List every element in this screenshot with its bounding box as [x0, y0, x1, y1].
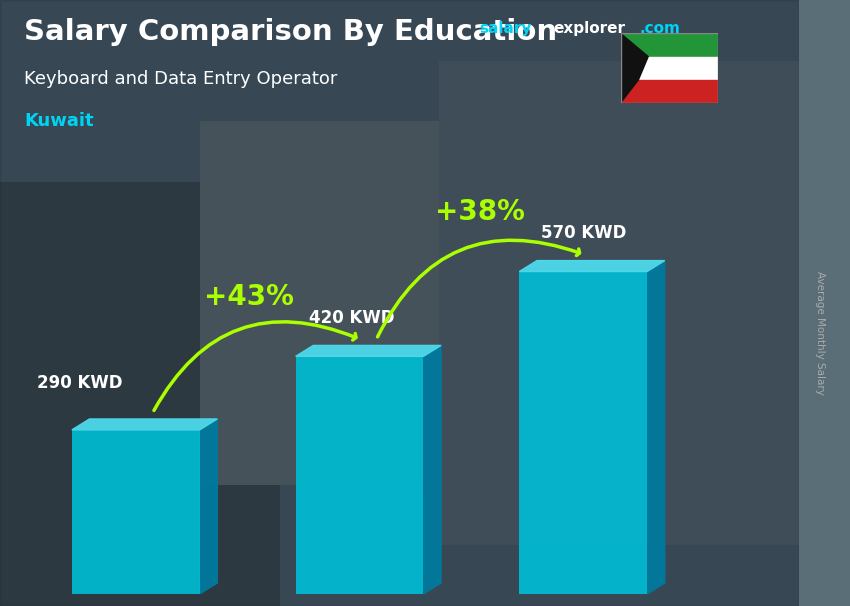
Bar: [296, 356, 423, 594]
Bar: [620, 56, 718, 80]
Text: 420 KWD: 420 KWD: [309, 309, 394, 327]
Polygon shape: [647, 261, 665, 594]
Text: salary: salary: [479, 21, 532, 36]
Bar: [620, 80, 718, 103]
Bar: [72, 430, 200, 594]
Text: +38%: +38%: [435, 198, 525, 226]
Text: explorer: explorer: [552, 21, 625, 36]
Polygon shape: [200, 419, 218, 594]
Polygon shape: [296, 345, 441, 356]
Polygon shape: [423, 345, 441, 594]
Polygon shape: [519, 261, 665, 271]
Polygon shape: [72, 419, 218, 430]
Text: Salary Comparison By Education: Salary Comparison By Education: [24, 18, 557, 46]
Text: Kuwait: Kuwait: [24, 112, 94, 130]
Text: 570 KWD: 570 KWD: [541, 224, 626, 242]
Text: Keyboard and Data Entry Operator: Keyboard and Data Entry Operator: [24, 70, 337, 88]
Text: 290 KWD: 290 KWD: [37, 374, 122, 391]
Text: .com: .com: [639, 21, 680, 36]
Bar: [620, 33, 718, 56]
Text: Average Monthly Salary: Average Monthly Salary: [815, 271, 825, 395]
Polygon shape: [620, 33, 649, 103]
Text: +43%: +43%: [203, 284, 293, 311]
Bar: [519, 271, 647, 594]
